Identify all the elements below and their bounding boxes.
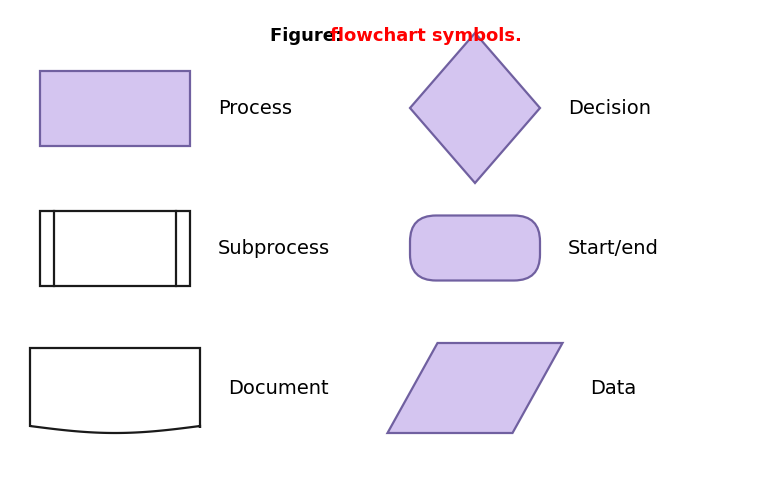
Text: Data: Data [591, 378, 637, 397]
Polygon shape [388, 343, 562, 433]
Text: Figure:: Figure: [270, 27, 348, 45]
Text: Start/end: Start/end [568, 239, 659, 257]
Text: Subprocess: Subprocess [218, 239, 330, 257]
FancyBboxPatch shape [40, 71, 190, 145]
Text: flowchart symbols.: flowchart symbols. [330, 27, 522, 45]
FancyBboxPatch shape [410, 216, 540, 280]
Polygon shape [410, 33, 540, 183]
FancyBboxPatch shape [40, 211, 190, 285]
Text: Document: Document [228, 378, 328, 397]
Text: Process: Process [218, 99, 292, 118]
Polygon shape [30, 348, 200, 433]
Text: Decision: Decision [568, 99, 651, 118]
